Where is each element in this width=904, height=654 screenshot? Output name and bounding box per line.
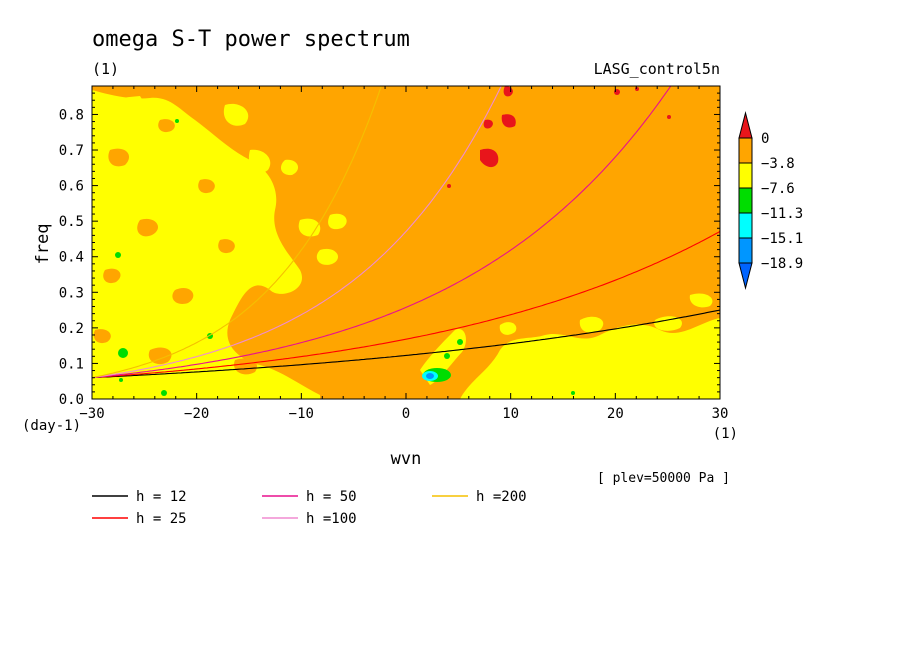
colorbar-swatch <box>738 187 753 214</box>
colorbar-swatch <box>738 162 753 189</box>
x-tick-label: 30 <box>712 406 729 422</box>
colorbar-label: 0 <box>761 131 769 147</box>
yellow-region-left <box>92 90 320 399</box>
colorbar-swatch <box>738 137 753 164</box>
case-label: LASG_control5n <box>594 60 720 78</box>
contour-yellow-regions <box>92 90 720 399</box>
dispersion-curve <box>92 309 720 379</box>
colorbar-swatch <box>738 212 753 239</box>
y-axis-units: (day-1) <box>22 418 81 434</box>
colorbar-label: −7.6 <box>761 181 795 197</box>
dispersion-curve <box>92 86 502 379</box>
yellow-region-right <box>460 318 720 399</box>
contour-spots <box>115 86 671 396</box>
colorbar-arrow-bottom <box>738 262 753 290</box>
title-units: (1) <box>92 60 119 78</box>
x-tick-label: −20 <box>184 406 209 422</box>
chart-title: omega S-T power spectrum <box>92 27 410 52</box>
y-tick-label: 0.7 <box>59 143 84 159</box>
y-tick-label: 0.2 <box>59 321 84 337</box>
x-axis: −30 −20 −10 0 10 20 30 <box>79 86 728 422</box>
y-tick-label: 0.1 <box>59 356 84 372</box>
x-tick-label: 20 <box>607 406 624 422</box>
contour-orange-holes <box>93 119 258 375</box>
x-tick-label: 10 <box>502 406 519 422</box>
green-spot <box>118 348 128 358</box>
y-axis-label: freq <box>33 224 53 265</box>
colorbar-swatch <box>738 237 753 264</box>
legend-label: h =100 <box>306 511 357 527</box>
y-tick-label: 0.0 <box>59 392 84 408</box>
x-tick-label: 0 <box>402 406 410 422</box>
colorbar-label: −3.8 <box>761 156 795 172</box>
red-spot <box>480 148 499 168</box>
colorbar-arrow-top <box>738 111 753 139</box>
legend-label: h =200 <box>476 489 527 505</box>
level-note: [ plev=50000 Pa ] <box>597 471 730 486</box>
legend: h = 12 h = 25 h = 50 h =100 h =200 <box>92 489 527 527</box>
x-axis-label: wvn <box>391 449 422 469</box>
legend-label: h = 25 <box>136 511 187 527</box>
x-axis-units: (1) <box>713 426 738 442</box>
legend-label: h = 50 <box>306 489 357 505</box>
colorbar-label: −11.3 <box>761 206 803 222</box>
y-tick-label: 0.4 <box>59 250 84 266</box>
blue-spot <box>426 373 434 379</box>
x-tick-label: −10 <box>289 406 314 422</box>
dispersion-curve <box>92 86 672 379</box>
colorbar-label: −18.9 <box>761 256 803 272</box>
y-axis: 0.0 0.1 0.2 0.3 0.4 0.5 0.6 0.7 0.8 <box>59 92 720 408</box>
plot-area: −30 −20 −10 0 10 20 30 0.00.10.20.30.40.50.60.… <box>59 85 728 422</box>
colorbar: 0 −3.8 −7.6 −11.3 −15.1 −18.9 <box>738 111 803 290</box>
y-tick-label: 0.6 <box>59 179 84 195</box>
legend-label: h = 12 <box>136 489 187 505</box>
x-tick-label: −30 <box>79 406 104 422</box>
dispersion-curve <box>92 231 720 379</box>
colorbar-label: −15.1 <box>761 231 803 247</box>
y-tick-label: 0.8 <box>59 107 84 123</box>
y-tick-label: 0.3 <box>59 285 84 301</box>
dispersion-curves <box>92 86 720 379</box>
y-tick-label: 0.5 <box>59 214 84 230</box>
dispersion-curve <box>92 86 382 379</box>
